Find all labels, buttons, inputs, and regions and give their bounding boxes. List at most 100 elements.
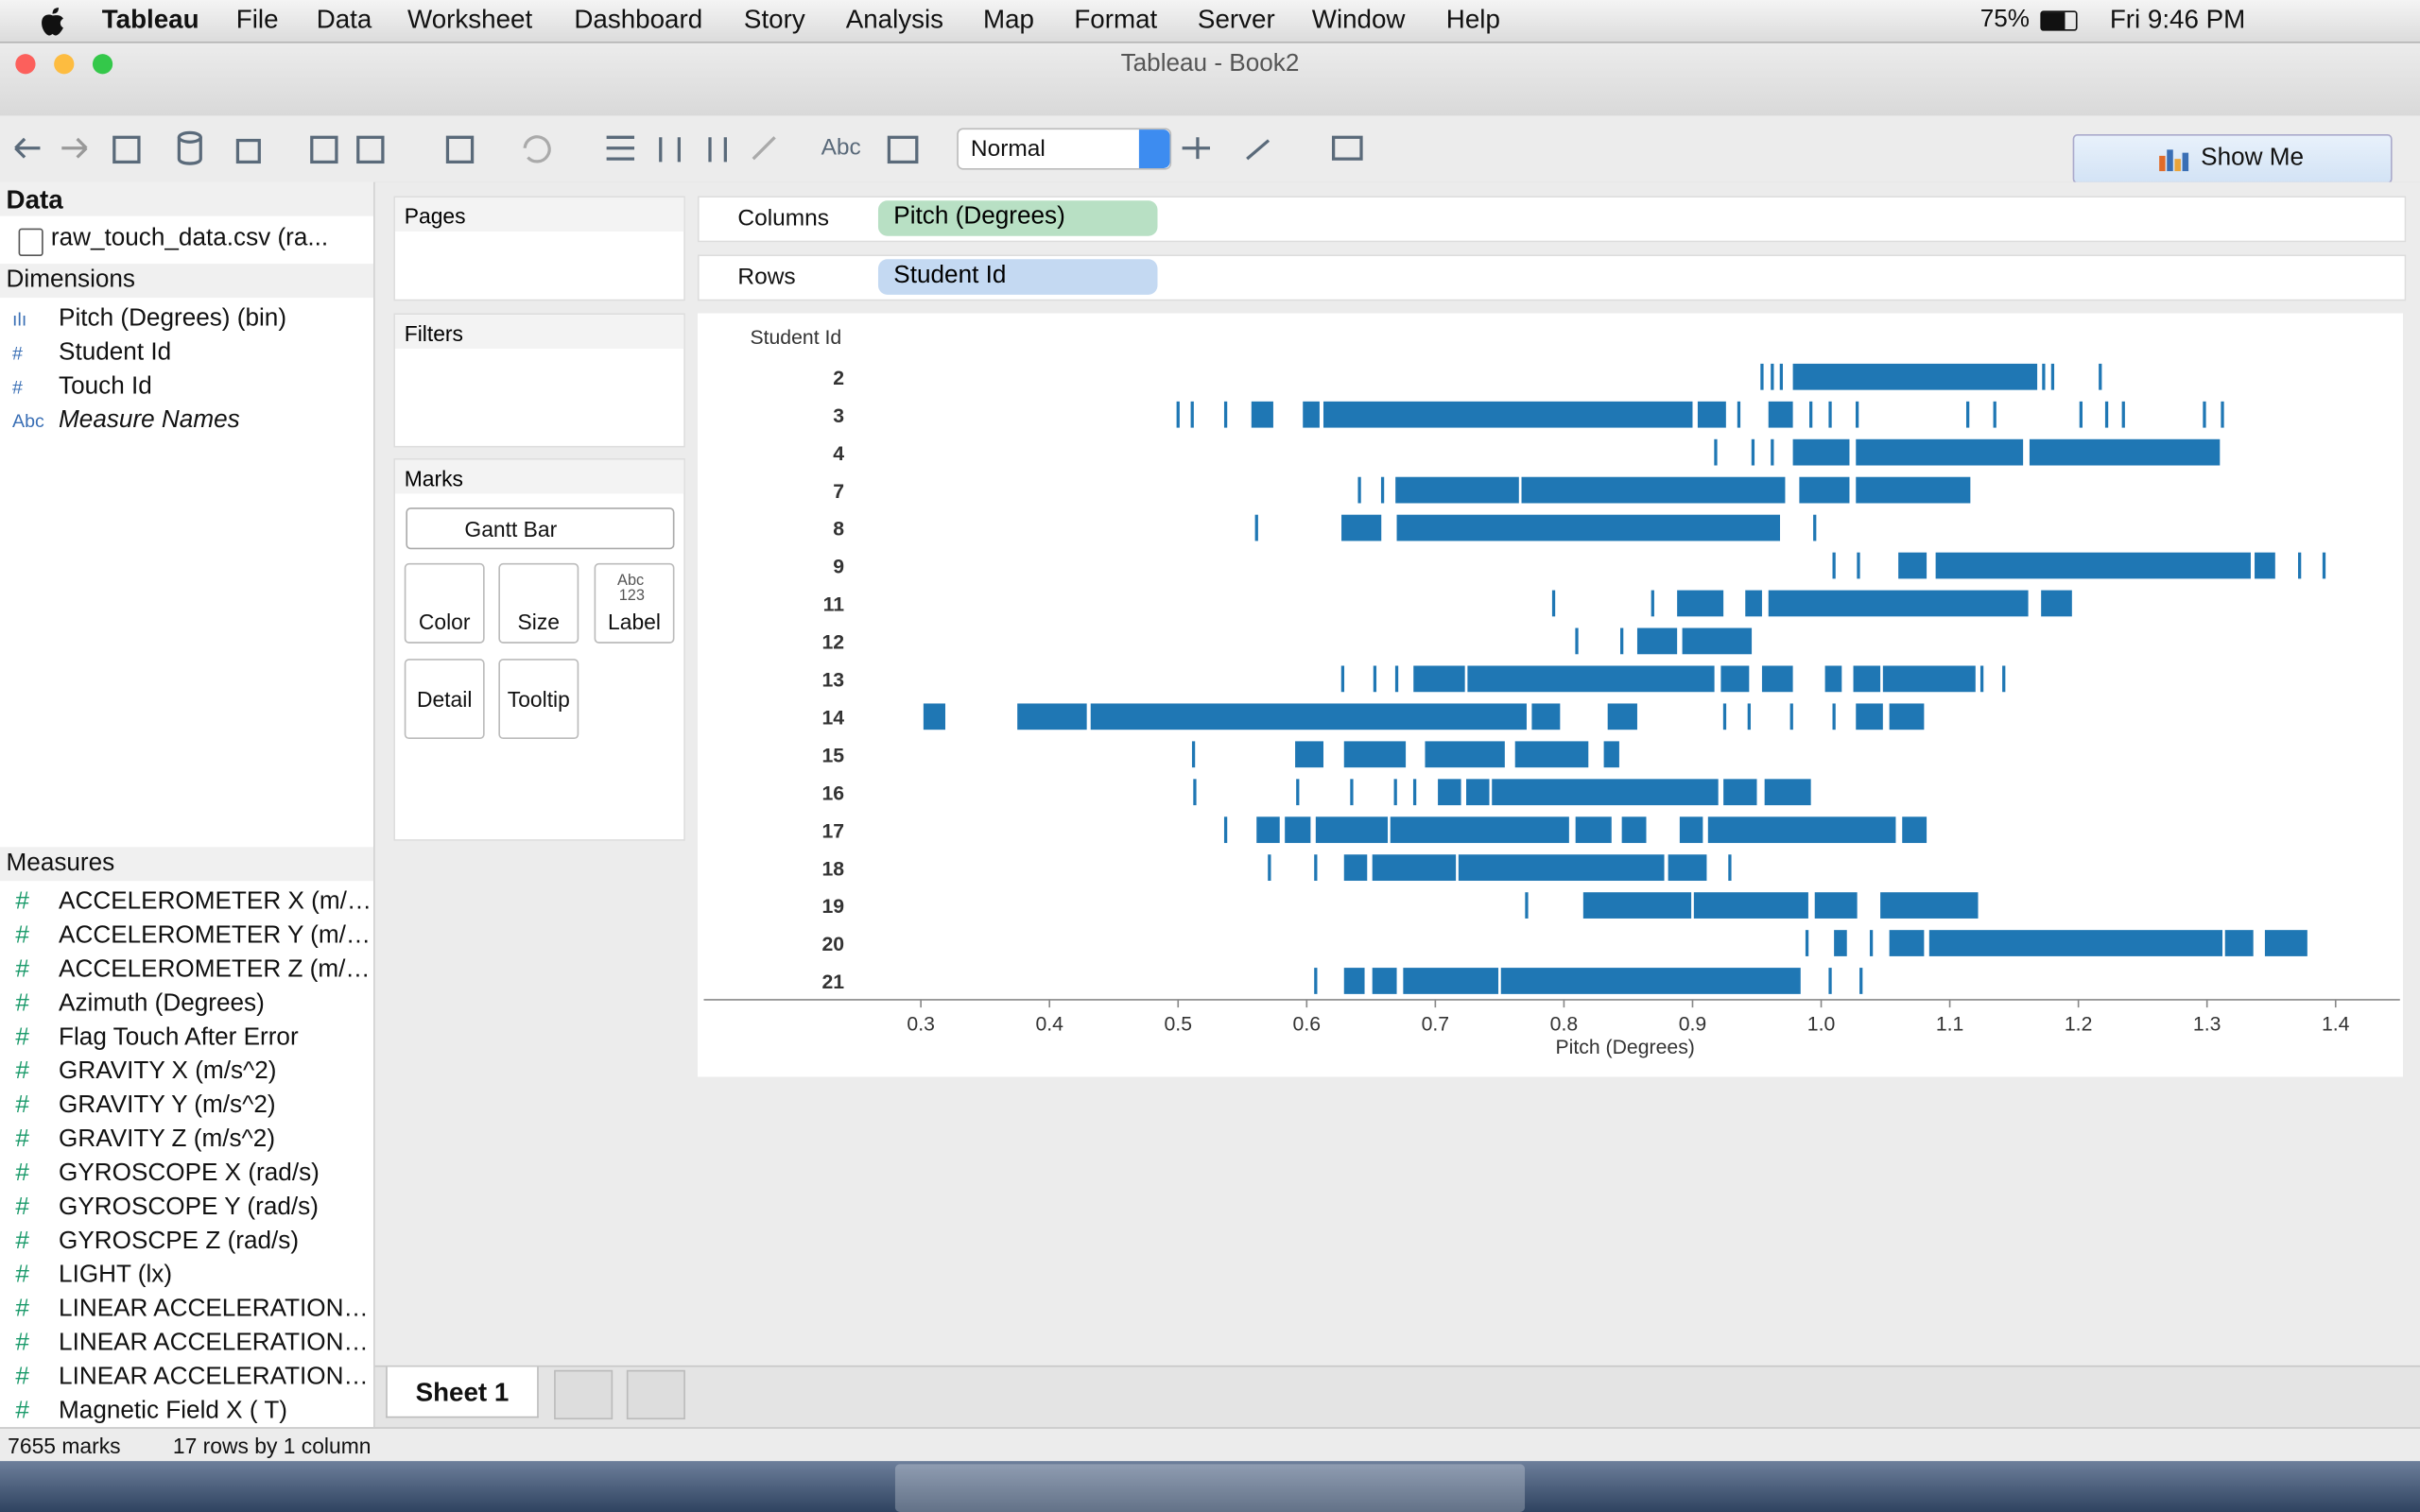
gantt-bar	[1814, 892, 1858, 919]
measure-field[interactable]: GYROSCOPE X (rad/s)	[59, 1160, 320, 1187]
dimension-field[interactable]: Student Id	[59, 339, 172, 366]
fit-dropdown[interactable]: Normal	[957, 128, 1172, 170]
dimension-field[interactable]: Pitch (Degrees) (bin)	[59, 305, 287, 333]
app-menu[interactable]: Tableau	[101, 4, 199, 34]
gantt-bar	[1395, 476, 1519, 504]
measure-field[interactable]: ACCELEROMETER X (m/…	[59, 888, 372, 916]
measure-field[interactable]: GYROSCPE Z (rad/s)	[59, 1228, 300, 1255]
gantt-bar	[1268, 854, 1271, 882]
measure-field[interactable]: Flag Touch After Error	[59, 1024, 299, 1051]
mark-button[interactable]: Tooltip	[498, 659, 579, 740]
y-tick-label: 8	[833, 519, 844, 541]
measure-field[interactable]: GRAVITY Z (m/s^2)	[59, 1125, 276, 1153]
data-source[interactable]: raw_touch_data.csv (ra...	[50, 225, 329, 252]
gantt-bar	[1768, 401, 1793, 428]
gantt-bar	[1492, 779, 1719, 806]
measure-field[interactable]: LINEAR ACCELERATION…	[59, 1296, 369, 1323]
gantt-bar	[1928, 930, 2223, 956]
measures-header: Measures	[0, 847, 374, 882]
gantt-bar	[1856, 438, 2024, 466]
show-me-button[interactable]: Show Me	[2072, 134, 2393, 184]
pages-card[interactable]: Pages	[393, 196, 685, 301]
measure-field[interactable]: LIGHT (lx)	[59, 1262, 173, 1289]
sheet-tab[interactable]: Sheet 1	[386, 1366, 539, 1418]
zoom-button[interactable]	[92, 54, 113, 75]
gantt-bar	[1889, 703, 1925, 730]
filters-card[interactable]: Filters	[393, 313, 685, 448]
new-sheet-button[interactable]	[554, 1369, 614, 1420]
measure-field[interactable]: ACCELEROMETER Y (m/…	[59, 922, 372, 950]
mark-type: Gantt Bar	[464, 516, 558, 542]
gantt-bar	[1760, 363, 1764, 390]
menu-item[interactable]: File	[235, 4, 279, 34]
mark-button[interactable]: Label	[594, 562, 675, 644]
gantt-bar	[1809, 401, 1813, 428]
menu-item[interactable]: Dashboard	[574, 4, 703, 34]
menu-item[interactable]: Data	[316, 4, 372, 34]
menu-item[interactable]: Story	[743, 4, 805, 34]
x-tick-label: 1.0	[1807, 1014, 1836, 1036]
field-icon: ılı	[12, 308, 27, 331]
x-tick-label: 0.9	[1679, 1014, 1707, 1036]
gantt-bar	[1380, 476, 1385, 504]
new-dashboard-button[interactable]	[626, 1369, 685, 1420]
gantt-bar	[1965, 401, 1970, 428]
gantt-bar	[1771, 438, 1774, 466]
gantt-bar	[1251, 401, 1273, 428]
menu-item[interactable]: Format	[1074, 4, 1158, 34]
measure-field[interactable]: GRAVITY X (m/s^2)	[59, 1057, 277, 1085]
dock	[0, 1461, 2420, 1512]
columns-pill[interactable]: Pitch (Degrees)	[877, 200, 1158, 236]
y-tick-label: 16	[821, 782, 844, 804]
close-button[interactable]	[15, 54, 36, 75]
gantt-bar	[1341, 514, 1382, 541]
measure-field[interactable]: Azimuth (Degrees)	[59, 990, 265, 1017]
gantt-bar	[1500, 968, 1801, 994]
gantt-bar	[1935, 552, 2251, 579]
field-icon: #	[15, 956, 29, 983]
gantt-bar	[1828, 401, 1832, 428]
measure-field[interactable]: LINEAR ACCELERATION…	[59, 1364, 369, 1391]
menu-item[interactable]: Server	[1197, 4, 1275, 34]
y-tick-label: 4	[833, 443, 844, 465]
mark-button[interactable]: Size	[498, 562, 579, 644]
gantt-bar	[2264, 930, 2308, 956]
measure-field[interactable]: ACCELEROMETER Z (m/…	[59, 956, 371, 983]
mark-type-dropdown[interactable]: Gantt Bar	[406, 507, 675, 550]
rows-pill[interactable]: Student Id	[877, 259, 1158, 295]
gantt-bar	[1390, 816, 1569, 844]
mark-button[interactable]: Detail	[404, 659, 485, 740]
gantt-bar	[1856, 703, 1883, 730]
measure-field[interactable]: LINEAR ACCELERATION…	[59, 1330, 369, 1357]
gantt-bar	[1898, 552, 1927, 579]
gantt-bar	[1413, 665, 1465, 693]
field-icon: #	[15, 1125, 29, 1153]
abc-button[interactable]: Abc	[821, 134, 861, 161]
gantt-bar	[1343, 741, 1407, 768]
show-me-icon	[2159, 149, 2189, 172]
mark-button[interactable]: Color	[404, 562, 485, 644]
dimension-field[interactable]: Touch Id	[59, 373, 152, 400]
menu-item[interactable]: Worksheet	[407, 4, 533, 34]
gantt-bar	[2121, 401, 2125, 428]
measure-field[interactable]: Magnetic Field X ( T)	[59, 1398, 288, 1424]
menu-item[interactable]: Window	[1311, 4, 1406, 34]
measure-field[interactable]: GRAVITY Y (m/s^2)	[59, 1091, 276, 1119]
menu-item[interactable]: Map	[982, 4, 1035, 34]
menu-item[interactable]: Analysis	[845, 4, 944, 34]
y-tick-label: 9	[833, 557, 844, 578]
status-bar: 7655 marks 17 rows by 1 column	[0, 1427, 2420, 1463]
battery-icon	[2040, 10, 2078, 31]
measure-field[interactable]: GYROSCOPE Y (rad/s)	[59, 1194, 319, 1221]
x-tick-label: 0.5	[1165, 1014, 1193, 1036]
y-tick-label: 11	[823, 594, 845, 616]
status-marks: 7655 marks	[8, 1433, 121, 1458]
y-tick-label: 14	[821, 707, 844, 729]
dimension-field[interactable]: Measure Names	[59, 407, 240, 434]
gantt-bar	[1857, 552, 1860, 579]
menu-item[interactable]: Help	[1445, 4, 1500, 34]
gantt-bar	[1813, 514, 1817, 541]
minimize-button[interactable]	[54, 54, 75, 75]
gantt-bar	[1017, 703, 1087, 730]
